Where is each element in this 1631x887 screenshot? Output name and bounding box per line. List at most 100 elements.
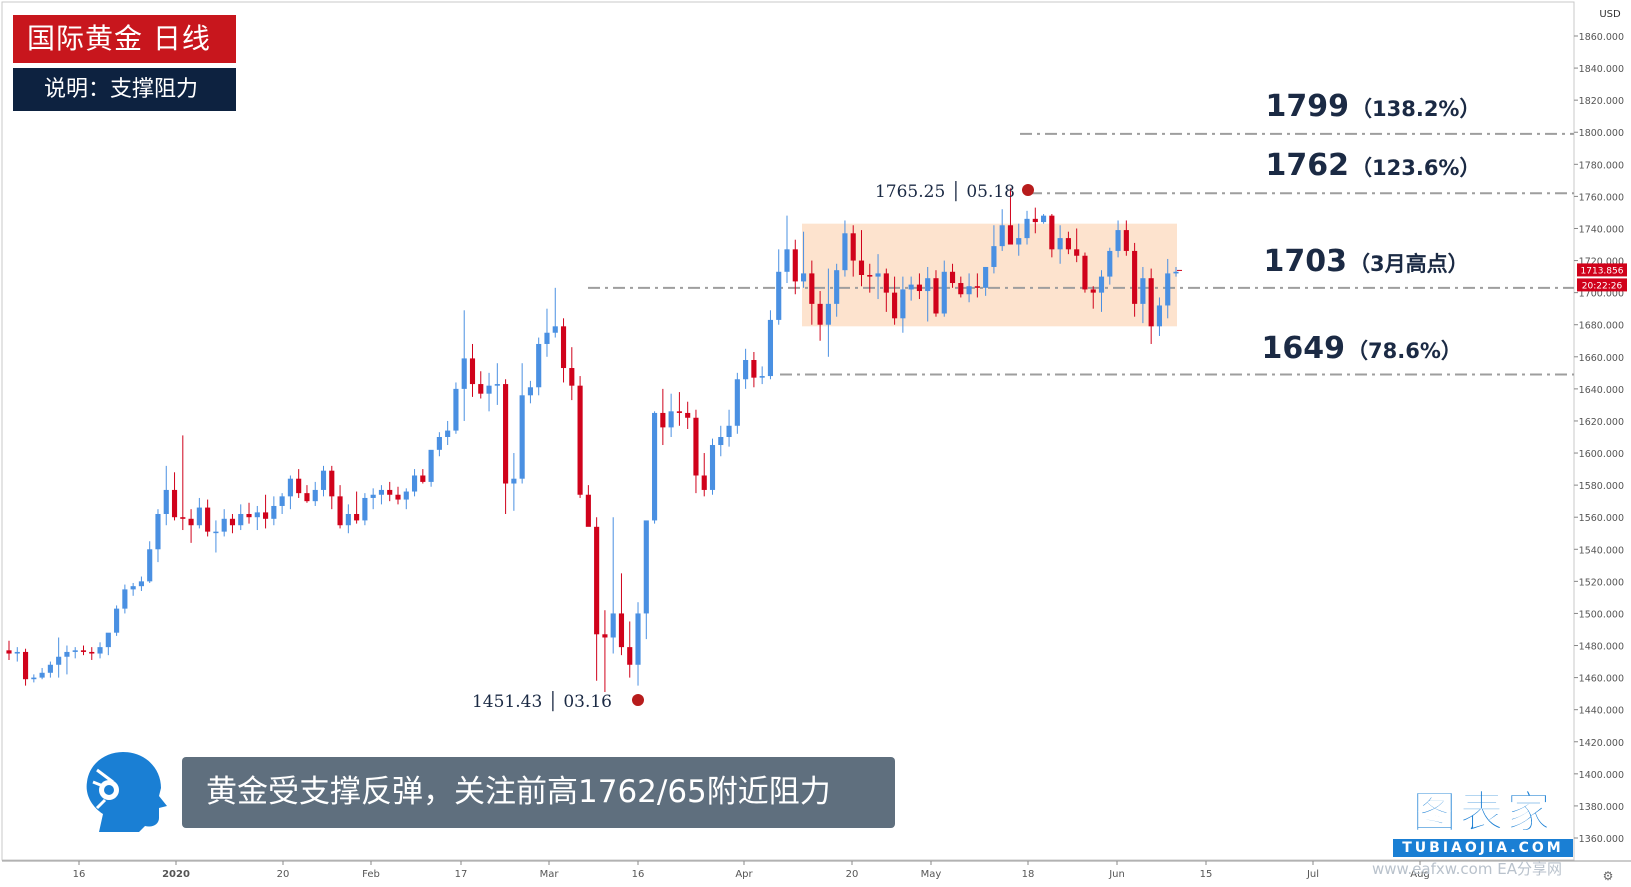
candle-body — [966, 286, 972, 295]
level-note-1649: （78.6%） — [1347, 339, 1462, 363]
y-tick-label: 1420.000 — [1579, 738, 1624, 749]
candle-body — [726, 425, 732, 437]
price-marker-dot — [632, 694, 644, 706]
y-tick-label: 1560.000 — [1579, 513, 1624, 524]
candle-body — [1115, 230, 1121, 251]
candle-body — [180, 517, 186, 519]
candle-body — [22, 651, 29, 680]
y-tick-label: 1720.000 — [1579, 257, 1624, 268]
price-marker-dot — [1022, 184, 1034, 196]
candle-body — [941, 271, 947, 314]
candle-body — [643, 520, 649, 614]
y-tick-label: 1440.000 — [1579, 706, 1624, 717]
y-tick-label: 1760.000 — [1579, 192, 1624, 203]
candle-body — [205, 507, 211, 532]
y-tick-label: 1400.000 — [1579, 770, 1624, 781]
candle-body — [759, 376, 765, 378]
candle-body — [6, 650, 12, 654]
candle-body — [569, 368, 575, 386]
candle-body — [1148, 278, 1154, 327]
x-tick-label: 18 — [1022, 869, 1035, 880]
candle-body — [246, 513, 252, 518]
candle-body — [105, 632, 111, 648]
candle-body — [403, 491, 409, 500]
analyst-avatar-icon — [86, 752, 167, 832]
candle-body — [163, 489, 169, 514]
y-tick-label: 1620.000 — [1579, 417, 1624, 428]
candle-body — [345, 513, 351, 526]
candle-body — [147, 549, 153, 582]
settings-gear-icon[interactable]: ⚙ — [1603, 869, 1614, 883]
candle-body — [287, 478, 293, 497]
candle-body — [80, 650, 87, 652]
x-tick-label: Jun — [1108, 869, 1125, 880]
candle-body — [64, 651, 70, 657]
candle-body — [72, 650, 78, 652]
countdown-value: 20:22:26 — [1582, 281, 1623, 291]
candle-body — [983, 266, 989, 288]
candle-body — [387, 489, 393, 495]
candle-body — [842, 233, 848, 271]
candle-body — [1041, 215, 1047, 223]
candle-body — [1132, 250, 1138, 304]
watermark-text: www.eafxw.com EA分享网 — [1372, 860, 1562, 878]
price-range-box — [802, 223, 1177, 327]
candle-body — [908, 284, 914, 290]
x-tick-label: 2020 — [162, 869, 190, 880]
candle-body — [1057, 238, 1063, 250]
candle-body — [221, 518, 227, 532]
current-price-tag — [1577, 263, 1627, 277]
chart-title: 国际黄金 日线 — [13, 15, 236, 63]
candle-body — [114, 608, 120, 633]
y-tick-label: 1460.000 — [1579, 674, 1624, 685]
candle-body — [155, 513, 161, 550]
candle-body — [1032, 218, 1038, 223]
candle-body — [1165, 273, 1171, 306]
candle-body — [900, 289, 906, 319]
candle-body — [1082, 255, 1088, 290]
y-tick-label: 1600.000 — [1579, 449, 1624, 460]
currency-label: USD — [1599, 9, 1621, 20]
candle-body — [883, 273, 889, 293]
candle-body — [1140, 278, 1146, 304]
candle-body — [792, 249, 798, 282]
y-tick-label: 1840.000 — [1579, 64, 1624, 75]
x-tick-label: May — [921, 869, 942, 880]
y-tick-label: 1500.000 — [1579, 609, 1624, 620]
candle-body — [238, 513, 244, 526]
candle-body — [610, 613, 616, 638]
candle-body — [329, 470, 335, 497]
candle-body — [378, 489, 385, 495]
price-marker-label: 1451.43 │ 03.16 — [472, 691, 612, 712]
y-tick-label: 1540.000 — [1579, 545, 1624, 556]
y-tick-label: 1580.000 — [1579, 481, 1624, 492]
candle-body — [271, 505, 277, 519]
candle-body — [1107, 250, 1113, 277]
brand-domain: TUBIAOJIA.COM — [1393, 839, 1573, 857]
y-tick-label: 1740.000 — [1579, 224, 1624, 235]
candle-body — [776, 271, 782, 320]
candle-body — [519, 395, 525, 479]
candle-body — [858, 260, 865, 275]
candle-body — [304, 493, 310, 502]
candle-body — [800, 273, 807, 282]
candle-body — [1049, 215, 1055, 250]
candle-body — [685, 412, 691, 418]
y-tick-label: 1700.000 — [1579, 289, 1624, 300]
candle-body — [618, 613, 625, 648]
candle-body — [503, 384, 509, 484]
candle-body — [171, 489, 178, 518]
candle-body — [1065, 238, 1071, 250]
candle-body — [892, 292, 898, 319]
candle-body — [411, 475, 418, 492]
candle-body — [544, 332, 550, 344]
candle-body — [279, 496, 285, 506]
candle-body — [1024, 218, 1030, 239]
candle-body — [445, 430, 451, 437]
x-tick-label: 20 — [277, 869, 290, 880]
y-tick-label: 1800.000 — [1579, 128, 1624, 139]
candle-body — [47, 664, 53, 673]
candle-body — [594, 526, 600, 635]
